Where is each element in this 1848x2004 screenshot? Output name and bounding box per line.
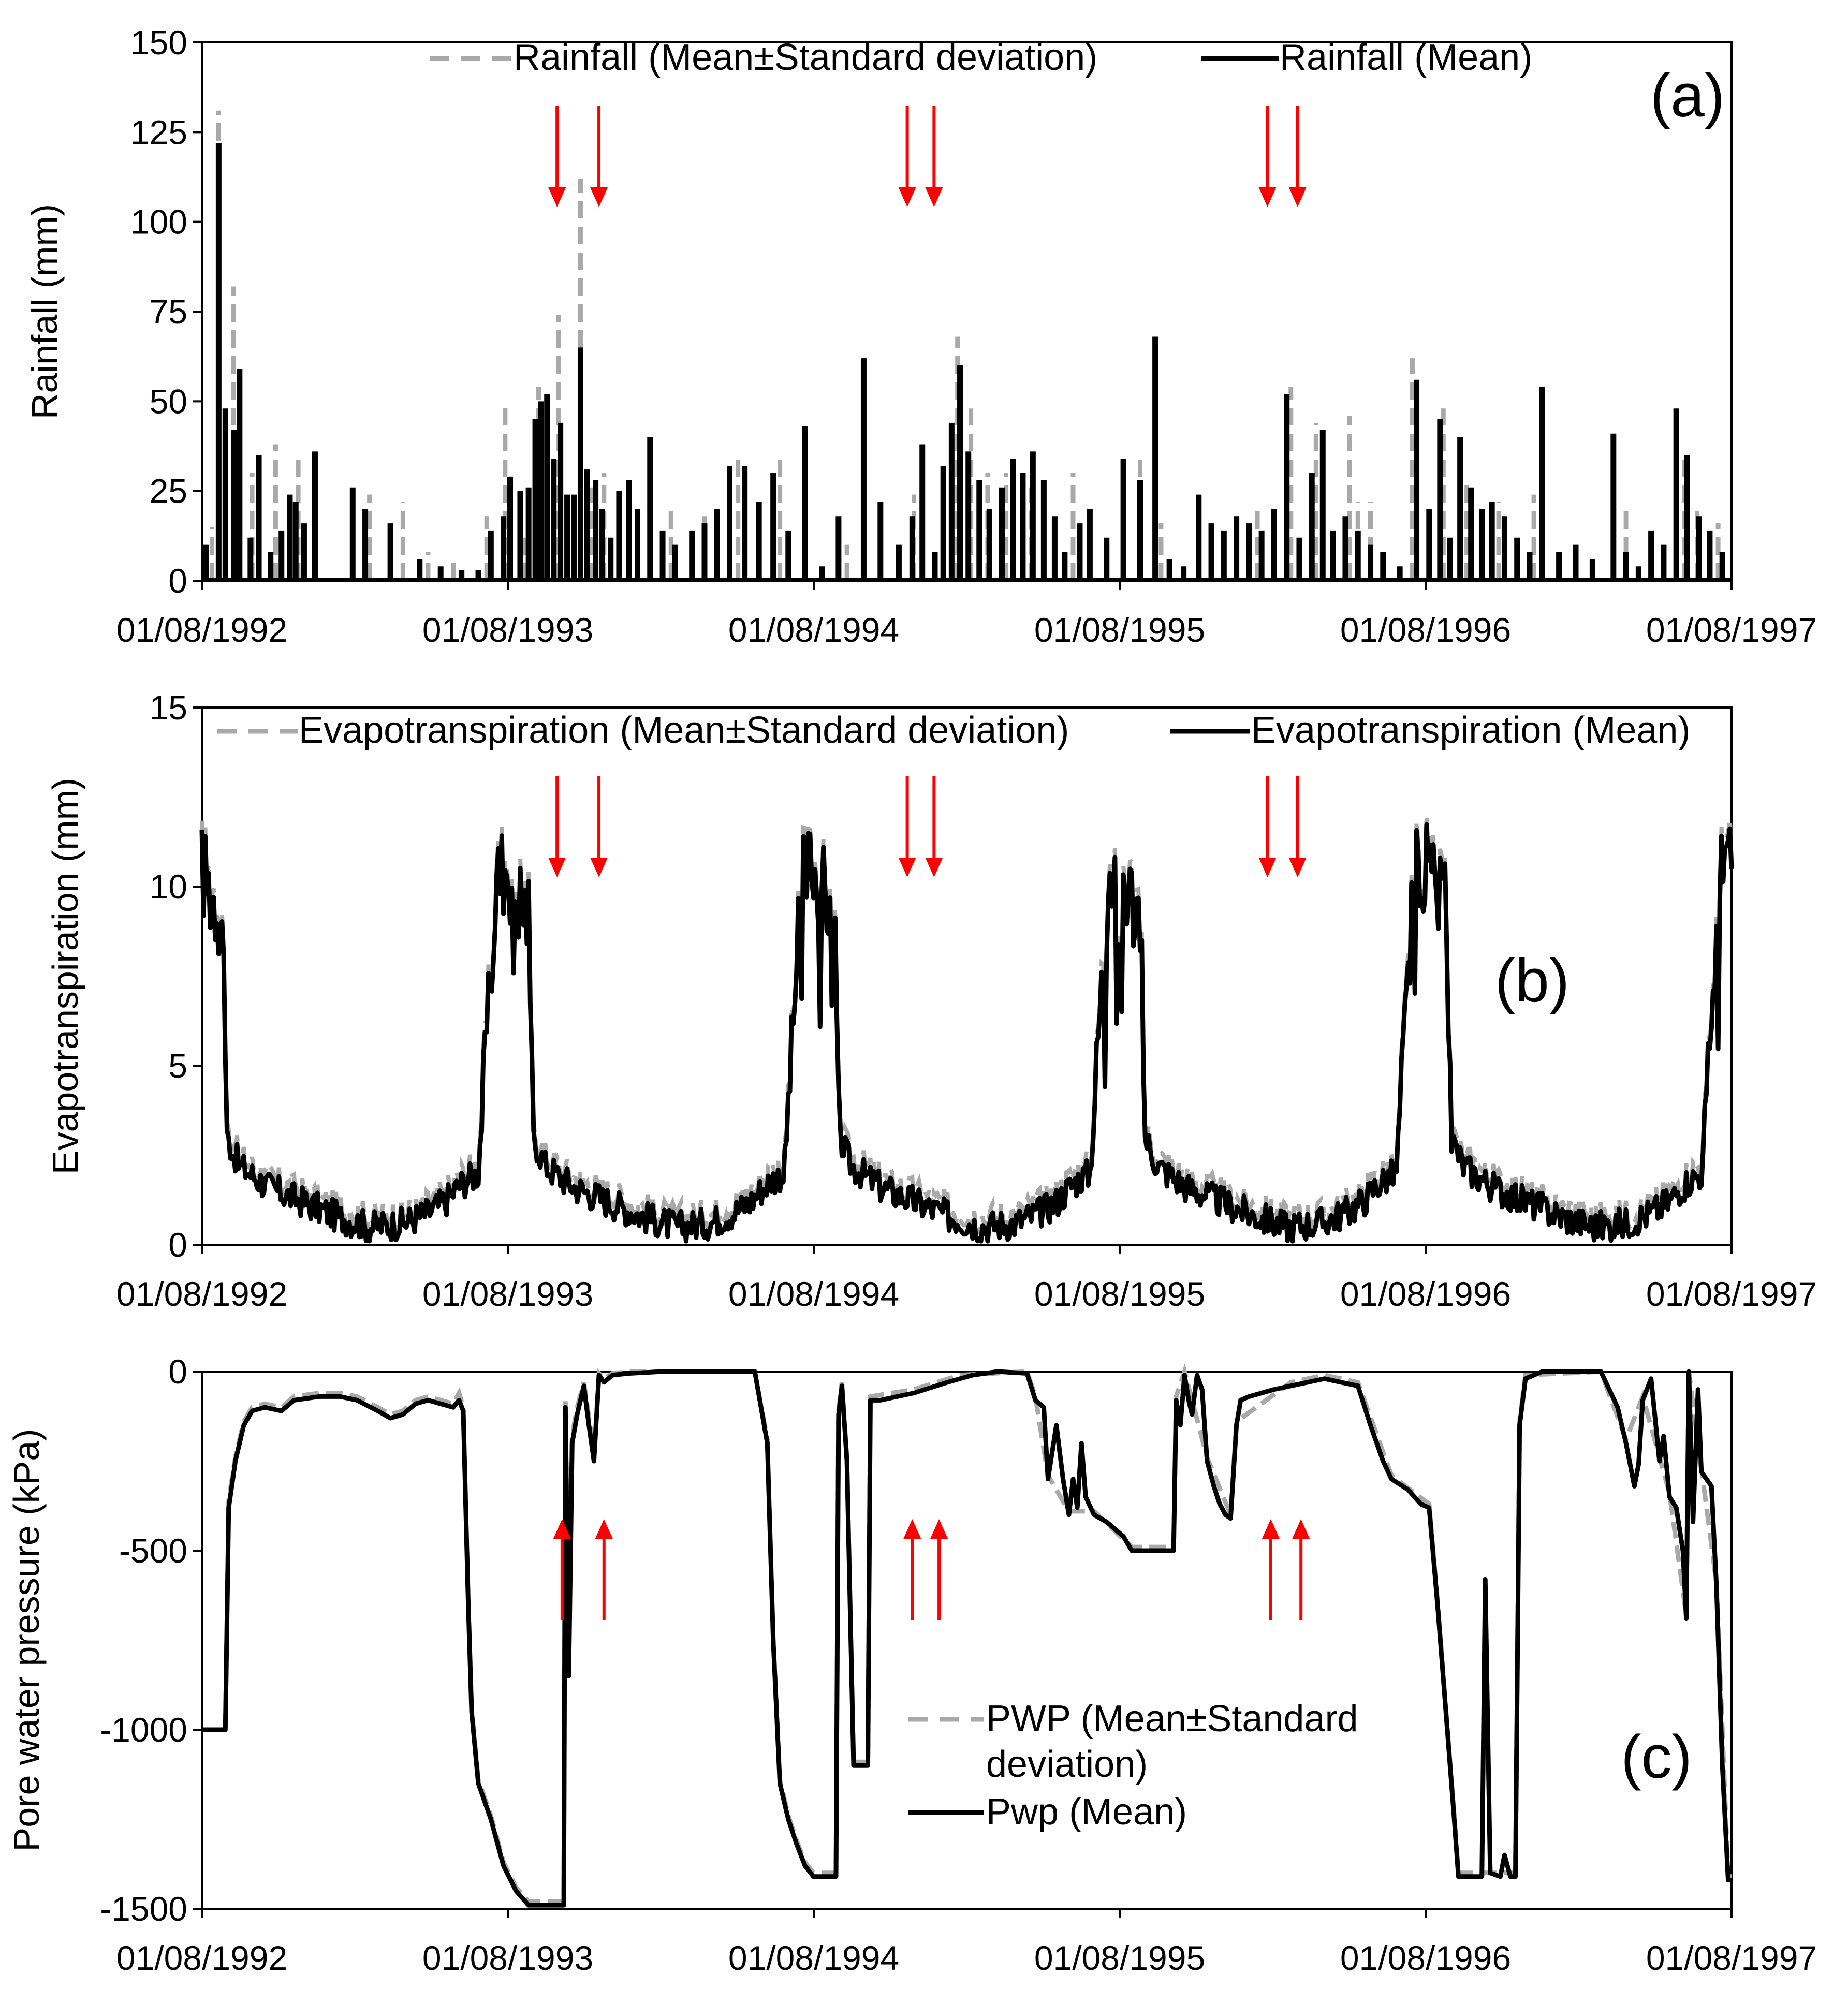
panel-b-evapotranspiration-chart: 0 5 10 15 01/08/1992 01/08/1993 01/08/1994 01/0… xyxy=(45,688,1817,1313)
red-arrow-head-c xyxy=(1262,1519,1280,1539)
y-tick-label-b: 10 xyxy=(150,867,187,906)
red-arrow-head-b xyxy=(590,858,608,877)
y-tick-label-c: -1000 xyxy=(100,1711,187,1749)
evapotranspiration-mean-line xyxy=(199,822,1734,1244)
x-tick-label-a: 01/08/1994 xyxy=(728,611,899,649)
red-arrow-head-b xyxy=(1288,858,1307,877)
x-tick-label-a: 01/08/1997 xyxy=(1646,611,1817,649)
red-arrow-head-b xyxy=(898,858,916,877)
y-tick-label-a: 75 xyxy=(150,292,187,331)
red-arrow-head-b xyxy=(548,858,566,877)
x-tick-label-c: 01/08/1995 xyxy=(1034,1939,1205,1977)
red-arrow-head-c xyxy=(595,1519,613,1539)
x-tick-label-c: 01/08/1992 xyxy=(116,1939,287,1977)
x-tick-label-c: 01/08/1993 xyxy=(422,1939,593,1977)
red-arrow-head-b xyxy=(925,858,943,877)
red-arrow-head-c xyxy=(903,1519,921,1539)
y-axis-title-a: Rainfall (mm) xyxy=(24,204,65,419)
red-arrow-head-a xyxy=(1258,187,1277,207)
panel-tag-a: (a) xyxy=(1650,62,1725,130)
pwp-sd-line xyxy=(202,1363,1732,1904)
y-axis-title-b: Evapotranspiration (mm) xyxy=(45,778,85,1174)
red-arrow-head-a xyxy=(898,187,916,207)
legend-label-sd-a: Rainfall (Mean±Standard deviation) xyxy=(514,37,1097,78)
legend-label-sd-b: Evapotranspiration (Mean±Standard deviat… xyxy=(299,710,1069,751)
plot-frame-c xyxy=(201,1371,1733,1910)
x-tick-label-c: 01/08/1994 xyxy=(728,1939,899,1977)
y-tick-label-a: 0 xyxy=(168,562,187,600)
legend-label-mean-a: Rainfall (Mean) xyxy=(1280,37,1532,78)
red-arrow-head-a xyxy=(925,187,943,207)
y-tick-label-c: -1500 xyxy=(100,1890,187,1928)
legend-label-mean-b: Evapotranspiration (Mean) xyxy=(1251,710,1690,751)
x-tick-label-c: 01/08/1996 xyxy=(1340,1939,1511,1977)
y-tick-label-a: 50 xyxy=(150,382,187,420)
x-tick-label-b: 01/08/1992 xyxy=(116,1275,287,1313)
y-axis-title-c: Pore water pressure (kPa) xyxy=(6,1429,47,1852)
panel-c-pore-water-pressure-chart: -1500 -1000 -500 0 01/08/1992 01/08/1993 01/08… xyxy=(6,1352,1817,1977)
x-tick-label-b: 01/08/1993 xyxy=(422,1275,593,1313)
x-tick-label-b: 01/08/1995 xyxy=(1034,1275,1205,1313)
y-tick-label-c: 0 xyxy=(168,1352,187,1391)
x-tick-label-b: 01/08/1994 xyxy=(728,1275,899,1313)
legend-label-sd-c: deviation) xyxy=(986,1744,1148,1785)
evapotranspiration-sd-line xyxy=(200,815,1734,1239)
x-tick-label-b: 01/08/1996 xyxy=(1340,1275,1511,1313)
x-tick-label-a: 01/08/1993 xyxy=(422,611,593,649)
red-arrow-head-a xyxy=(1288,187,1307,207)
red-arrow-head-a xyxy=(548,187,566,207)
legend-label-sd-c: PWP (Mean±Standard xyxy=(986,1698,1358,1740)
y-tick-label-b: 5 xyxy=(168,1047,187,1085)
red-arrow-head-a xyxy=(590,187,608,207)
y-tick-label-a: 25 xyxy=(150,472,187,510)
y-tick-label-b: 15 xyxy=(150,688,187,727)
red-arrow-head-c xyxy=(930,1519,948,1539)
y-tick-label-b: 0 xyxy=(168,1226,187,1264)
panel-tag-c: (c) xyxy=(1621,1723,1692,1791)
red-arrow-head-c xyxy=(1292,1519,1310,1539)
red-arrow-head-b xyxy=(1258,858,1277,877)
y-tick-label-c: -500 xyxy=(119,1531,187,1570)
pwp-mean-line xyxy=(202,1369,1732,1908)
y-tick-label-a: 125 xyxy=(130,113,187,151)
x-tick-label-c: 01/08/1997 xyxy=(1646,1939,1817,1977)
panel-tag-b: (b) xyxy=(1495,947,1570,1015)
legend-label-mean-c: Pwp (Mean) xyxy=(986,1791,1187,1833)
x-tick-label-a: 01/08/1995 xyxy=(1034,611,1205,649)
plot-frame-b xyxy=(201,706,1733,1246)
x-tick-label-a: 01/08/1992 xyxy=(116,611,287,649)
x-tick-label-b: 01/08/1997 xyxy=(1646,1275,1817,1313)
panel-a-rainfall-chart: 0 25 50 75 100 125 150 01/08/1992 01/08/1993 01/0… xyxy=(24,23,1817,649)
y-tick-label-a: 150 xyxy=(130,23,187,62)
x-tick-label-a: 01/08/1996 xyxy=(1340,611,1511,649)
y-tick-label-a: 100 xyxy=(130,203,187,241)
red-arrow-head-c xyxy=(553,1519,571,1539)
